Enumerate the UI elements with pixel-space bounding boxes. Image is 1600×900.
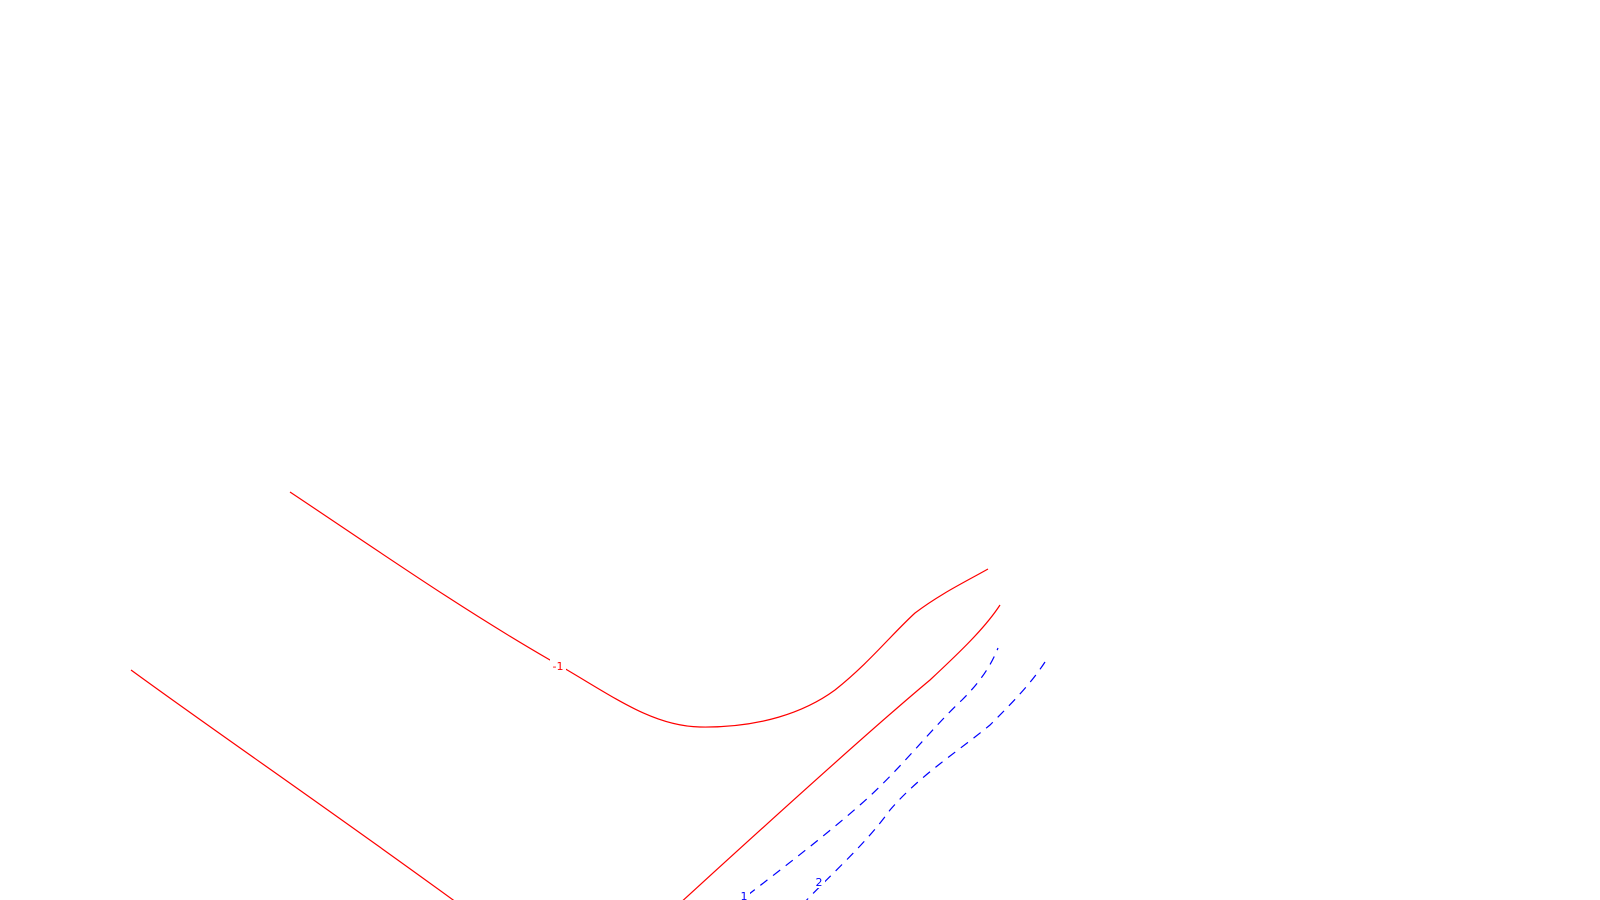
contour-line-neg-1 bbox=[289, 491, 989, 728]
contour-line-neg-right bbox=[682, 604, 1001, 900]
contour-line-neg-lower-left bbox=[130, 669, 455, 900]
contour-label-bg-pos-2 bbox=[813, 874, 825, 888]
contour-label-bg-pos-1 bbox=[738, 888, 750, 900]
contour-label-bg-neg-1 bbox=[550, 658, 566, 672]
contour-label-pos-1: 1 bbox=[741, 890, 748, 900]
contour-label-neg-1: -1 bbox=[553, 660, 564, 673]
contour-label-pos-2: 2 bbox=[816, 876, 823, 889]
contour-labels: -1 1 2 bbox=[550, 658, 825, 900]
contour-line-pos-1 bbox=[740, 647, 999, 900]
